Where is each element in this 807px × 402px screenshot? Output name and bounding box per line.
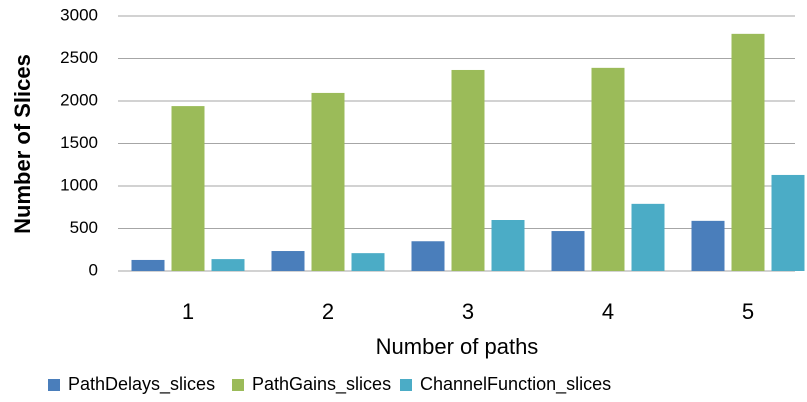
legend-label: PathGains_slices [252, 374, 391, 395]
bar [731, 33, 765, 271]
x-tick-label: 2 [322, 299, 334, 324]
y-tick-label: 2000 [60, 90, 98, 109]
y-axis-title: Number of Slices [10, 54, 35, 234]
bar [631, 203, 665, 271]
bar [551, 231, 585, 271]
bar [411, 241, 445, 271]
legend-swatch [400, 379, 412, 391]
legend-swatch [48, 379, 60, 391]
bar [591, 67, 625, 271]
bar [311, 92, 345, 271]
bar [131, 259, 165, 271]
y-tick-label: 2500 [60, 48, 98, 67]
bar [691, 220, 725, 271]
y-tick-label: 500 [70, 218, 98, 237]
x-tick-label: 4 [602, 299, 614, 324]
y-tick-label: 1000 [60, 175, 98, 194]
y-tick-label: 1500 [60, 133, 98, 152]
bar [171, 106, 205, 271]
x-tick-label: 5 [742, 299, 754, 324]
x-tick-label: 3 [462, 299, 474, 324]
x-axis-title: Number of paths [376, 334, 539, 359]
legend-label: PathDelays_slices [68, 374, 215, 395]
x-tick-label: 1 [182, 299, 194, 324]
bar [771, 174, 805, 271]
legend-label: ChannelFunction_slices [420, 374, 611, 395]
bar [271, 251, 305, 271]
y-tick-label: 0 [89, 260, 98, 279]
y-tick-label: 3000 [60, 5, 98, 24]
bar [491, 220, 525, 271]
bar [211, 259, 245, 271]
bar [451, 69, 485, 271]
bar [351, 253, 385, 271]
legend-swatch [232, 379, 244, 391]
